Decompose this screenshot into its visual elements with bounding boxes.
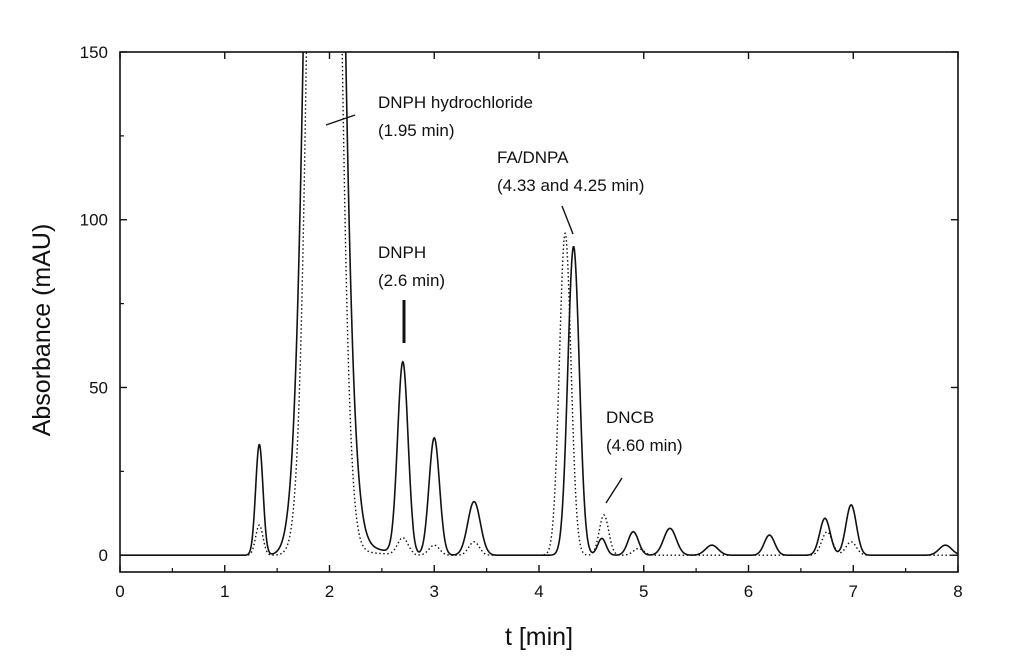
x-tick-label: 6 xyxy=(744,582,753,601)
annotation-label: (2.6 min) xyxy=(378,271,445,290)
plot-frame xyxy=(119,51,959,573)
x-tick-label: 8 xyxy=(953,582,962,601)
annotation-label: (1.95 min) xyxy=(378,121,455,140)
y-axis-ticks: 0 50 100 150 xyxy=(80,43,958,565)
annotation-label: DNPH xyxy=(378,243,426,262)
y-tick-label: 50 xyxy=(89,378,108,397)
x-axis-ticks: 0 1 2 3 4 5 6 7 8 xyxy=(115,52,963,601)
annotation-leader xyxy=(605,477,623,504)
annotation-label: FA/DNPA xyxy=(497,148,569,167)
x-tick-label: 3 xyxy=(430,582,439,601)
annotation-label: (4.60 min) xyxy=(606,436,683,455)
x-tick-label: 5 xyxy=(639,582,648,601)
y-axis-title: Absorbance (mAU) xyxy=(28,224,56,437)
x-tick-label: 1 xyxy=(220,582,229,601)
x-axis-title: t [min] xyxy=(505,623,573,651)
dotted-series-line xyxy=(120,52,958,556)
annotation-label: DNCB xyxy=(606,408,654,427)
x-tick-label: 2 xyxy=(325,582,334,601)
x-tick-label: 7 xyxy=(849,582,858,601)
y-tick-label: 100 xyxy=(80,211,108,230)
annotation-leader xyxy=(561,205,574,235)
annotation-label: DNPH hydrochloride xyxy=(378,93,533,112)
solid-series-line xyxy=(120,52,958,557)
y-tick-label: 0 xyxy=(99,546,108,565)
annotation-layer: DNPH hydrochloride (1.95 min) FA/DNPA (4.33… xyxy=(325,93,683,504)
annotation-leader xyxy=(325,114,356,126)
x-tick-label: 4 xyxy=(534,582,543,601)
annotation-label: (4.33 and 4.25 min) xyxy=(497,176,644,195)
series-layer xyxy=(120,52,958,557)
y-tick-label: 150 xyxy=(80,43,108,62)
x-tick-label: 0 xyxy=(115,582,124,601)
